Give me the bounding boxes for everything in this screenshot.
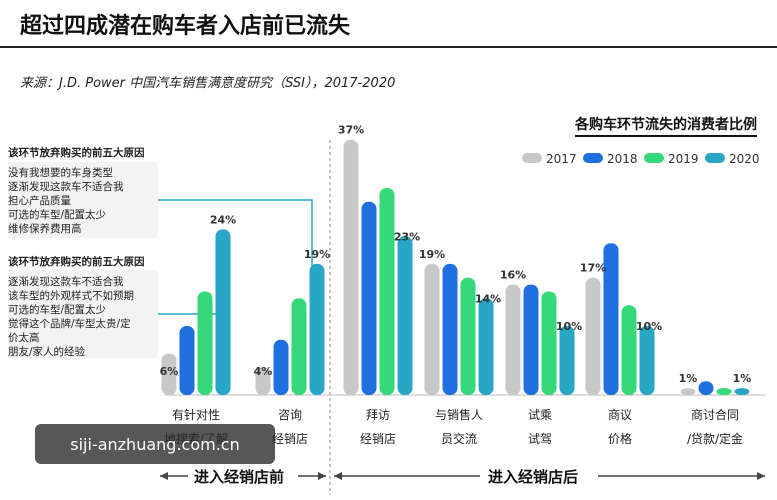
arrow-head: [757, 472, 765, 480]
legend-swatch-2020: [705, 153, 725, 163]
data-label: 19%: [419, 248, 445, 261]
category-label: 经销店: [272, 432, 308, 446]
reason-item: 该车型的外观样式不如预期: [8, 290, 134, 302]
category-label: 试驾: [528, 431, 552, 446]
legend-swatch-2018: [583, 153, 603, 163]
data-label: 1%: [679, 372, 698, 385]
data-label: 10%: [636, 320, 662, 333]
phase-before-label: 进入经销店前: [190, 466, 289, 487]
category-label: 与销售人: [435, 407, 483, 422]
reasons-connector-1: [158, 199, 313, 266]
arrow-head: [334, 472, 342, 480]
bar-2017-4: [505, 284, 521, 395]
category-label: 商讨合同: [691, 407, 739, 422]
reasons-heading: 该环节放弃购买的前五大原因: [8, 256, 145, 268]
reasons-group-2: 该环节放弃购买的前五大原因 逐渐发现这款车不适合我 该车型的外观样式不如预期 可…: [8, 255, 145, 359]
category-label: 试乘: [528, 407, 552, 422]
reason-item: 没有我想要的车身类型: [8, 167, 113, 179]
title-divider: [0, 46, 777, 48]
category-label: 咨询: [278, 407, 302, 422]
arrow-head: [160, 472, 168, 480]
bar-2017-5: [585, 277, 601, 395]
page-title: 超过四成潜在购车者入店前已流失: [20, 14, 351, 39]
legend-swatch-2017: [522, 153, 542, 163]
reason-item: 逐渐发现这款车不适合我: [8, 181, 124, 193]
watermark: siji-anzhuang.com.cn: [35, 424, 275, 464]
bar-2020-4: [559, 326, 575, 395]
reason-item: 朋友/家人的经验: [8, 346, 86, 358]
bar-2018-4: [523, 284, 539, 395]
bar-2017-3: [424, 263, 440, 395]
category-label: 拜访: [366, 408, 390, 422]
bar-2019-1: [291, 298, 307, 395]
legend-swatch-2019: [644, 153, 664, 163]
bar-2019-3: [460, 277, 476, 395]
reasons-heading: 该环节放弃购买的前五大原因: [8, 147, 145, 159]
chart-title: 各购车环节流失的消费者比例: [575, 114, 757, 137]
bar-2018-1: [273, 339, 289, 395]
bar-2019-2: [379, 188, 395, 395]
legend-label: 2020: [729, 152, 760, 166]
bar-2020-2: [397, 236, 413, 395]
bar-2020-5: [639, 326, 655, 395]
data-label: 24%: [210, 213, 236, 226]
data-label: 14%: [475, 292, 501, 305]
data-label: 1%: [733, 372, 752, 385]
bar-2020-3: [478, 298, 494, 395]
category-label: /贷款/定金: [687, 431, 743, 446]
reason-item: 维修保养费用高: [8, 223, 82, 235]
bar-2018-2: [361, 201, 377, 395]
legend-label: 2017: [546, 152, 577, 166]
arrow-head: [318, 472, 326, 480]
category-label: 员交流: [441, 431, 477, 446]
bar-2017-2: [343, 139, 359, 395]
data-label: 17%: [580, 262, 606, 275]
reasons-group-1: 该环节放弃购买的前五大原因 没有我想要的车身类型 逐渐发现这款车不适合我 担心产…: [8, 146, 145, 236]
data-label: 10%: [556, 320, 582, 333]
reason-item: 可选的车型/配置太少: [8, 304, 107, 316]
phase-after-label: 进入经销店后: [484, 466, 583, 487]
bar-2017-1: [255, 367, 271, 395]
bar-2019-6: [716, 388, 732, 395]
bar-2017-0: [161, 353, 177, 395]
source-note: 来源：J.D. Power 中国汽车销售满意度研究（SSI），2017-2020: [20, 76, 396, 91]
legend-label: 2019: [668, 152, 699, 166]
category-label: 经销店: [360, 432, 396, 446]
bar-2020-1: [309, 263, 325, 395]
bar-2019-4: [541, 291, 557, 395]
category-label: 商议: [608, 407, 632, 422]
bar-2020-6: [734, 388, 750, 395]
bar-2018-0: [179, 326, 195, 395]
bar-2017-6: [680, 388, 696, 395]
bar-2019-5: [621, 305, 637, 395]
data-label: 16%: [500, 269, 526, 282]
data-label: 23%: [394, 230, 420, 243]
data-label: 19%: [304, 248, 330, 261]
bar-2020-0: [215, 229, 231, 395]
bar-2018-6: [698, 381, 714, 395]
reason-item: 担心产品质量: [8, 195, 71, 207]
reason-item: 可选的车型/配置太少: [8, 209, 107, 221]
data-label: 4%: [254, 365, 273, 378]
data-label: 6%: [160, 365, 179, 378]
legend-label: 2018: [607, 152, 638, 166]
data-label: 37%: [338, 124, 364, 137]
reason-item: 逐渐发现这款车不适合我: [8, 276, 124, 288]
reason-item: 价太高: [8, 332, 40, 344]
bar-2018-3: [442, 263, 458, 395]
reason-item: 觉得这个品牌/车型太贵/定: [8, 318, 131, 330]
category-label: 价格: [608, 431, 632, 446]
bar-2018-5: [603, 243, 619, 395]
category-label: 有针对性: [172, 407, 220, 422]
bar-2019-0: [197, 291, 213, 395]
